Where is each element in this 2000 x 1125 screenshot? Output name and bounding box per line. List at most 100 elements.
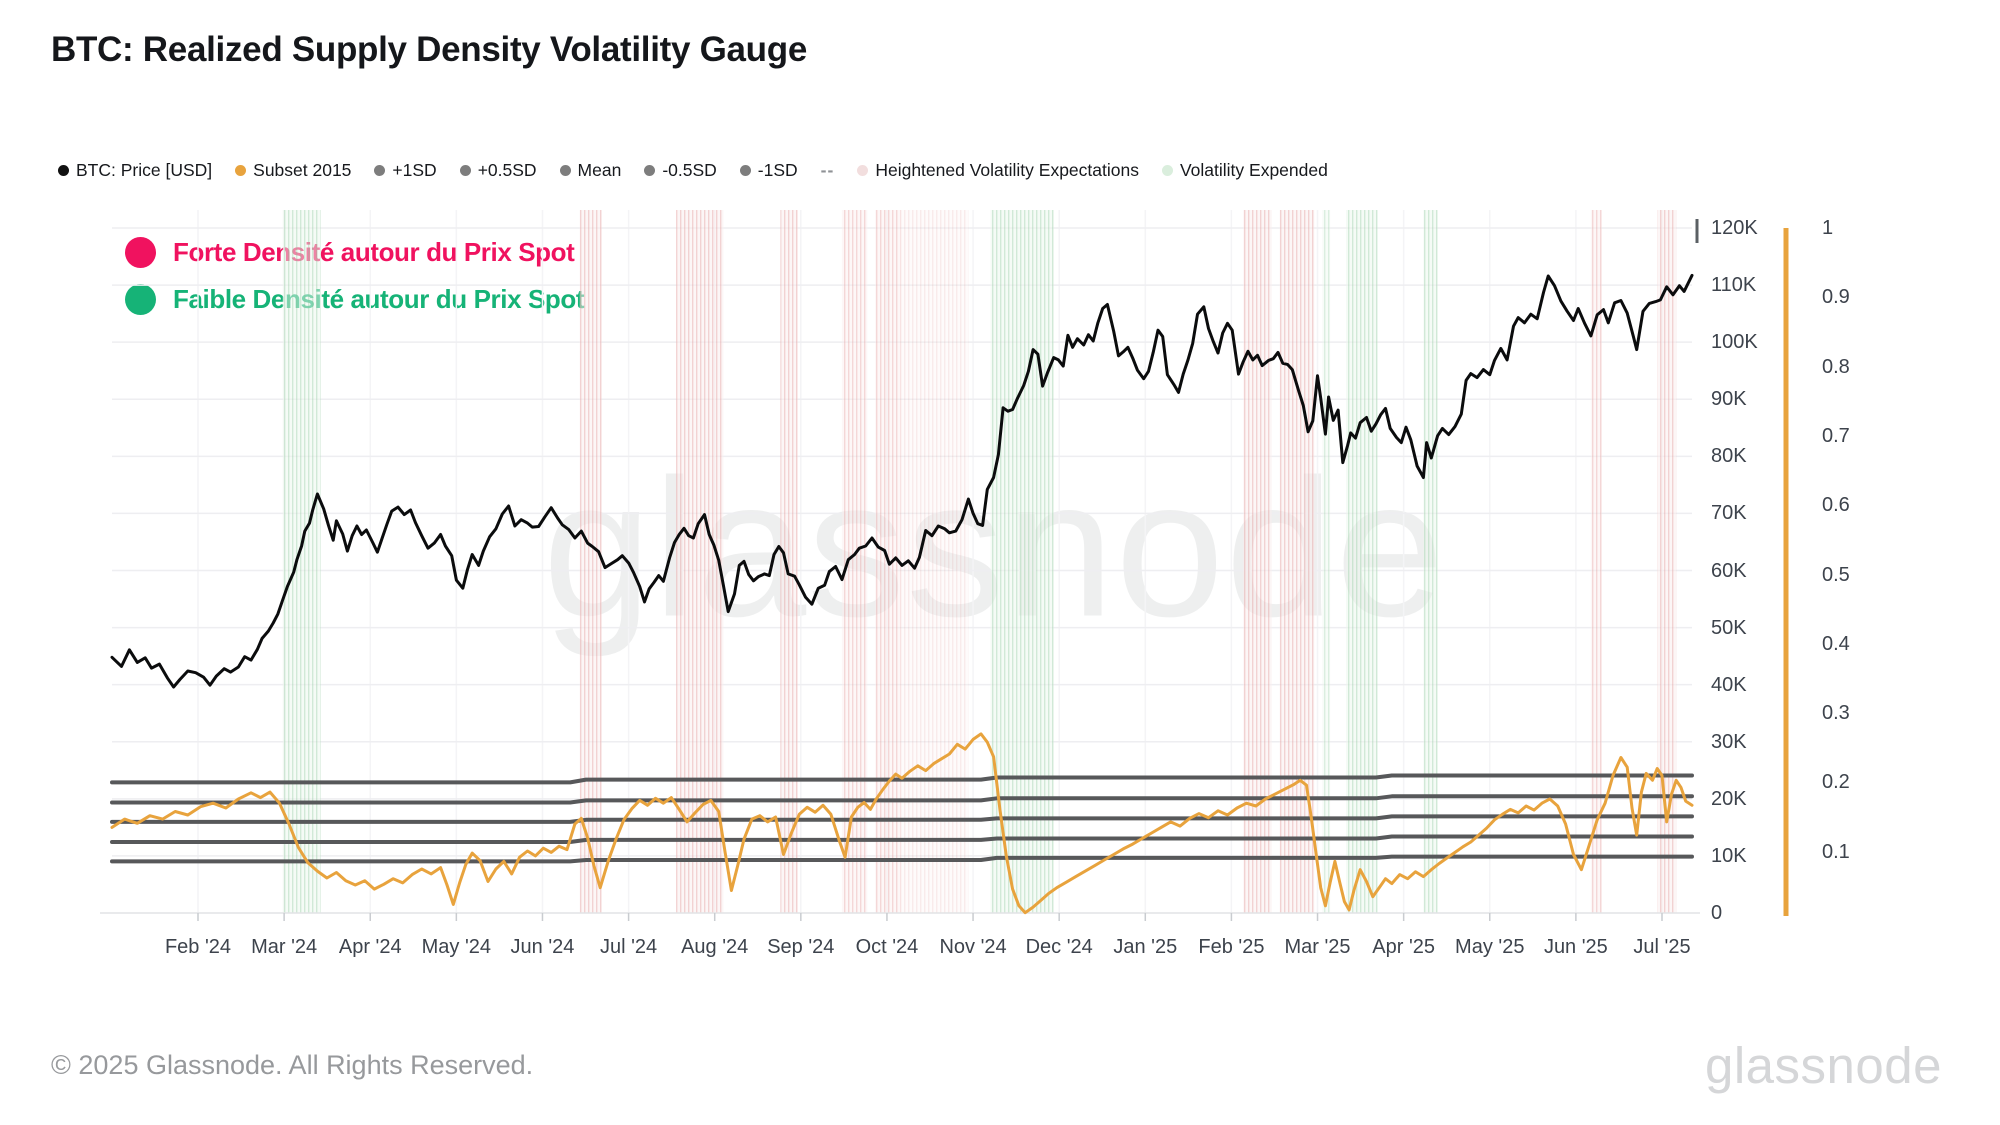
gauge-axis-label: 0.9 [1822,286,1850,309]
legend-dot-icon [58,165,69,176]
x-axis-label: Apr '25 [1372,936,1436,958]
legend-item-label: -1SD [757,160,798,180]
price-axis-label: 50K [1711,616,1747,639]
band-volatility-expended [1345,210,1378,913]
legend-item-label: Mean [577,160,622,180]
legend-dot-icon [1161,165,1173,176]
legend-item-label: Heightened Volatility Expectations [875,160,1139,180]
band-heightened-volatility [900,210,969,913]
x-axis-label: Feb '25 [1198,936,1265,958]
price-axis-label: 80K [1711,445,1747,468]
band-heightened-volatility [1243,210,1272,913]
series-subset-2015[interactable] [110,732,1694,915]
gauge-axis-label: 0.4 [1822,632,1850,655]
copyright-text: © 2025 Glassnode. All Rights Reserved. [51,1050,534,1080]
x-axis-label: Oct '24 [855,936,919,958]
band-volatility-expended [1322,210,1331,913]
legend-item-dash-series[interactable]: -- [821,160,835,181]
price-axis-label: 100K [1711,331,1758,354]
series-minus-05sd[interactable] [110,834,1694,844]
price-axis-label: 0 [1711,902,1723,924]
gauge-axis-label: 0.1 [1822,840,1850,863]
x-axis-label: Mar '25 [1284,936,1351,958]
annotation-label: Faible Densité autour du Prix Spot [173,284,585,314]
series-minus-1sd[interactable] [110,854,1694,864]
x-axis-label: Jul '24 [599,936,658,958]
legend-dot-icon [235,165,247,176]
price-axis-label: 120K [1711,217,1758,239]
page-title: BTC: Realized Supply Density Volatility … [51,30,807,69]
x-axis-label: Sep '24 [767,936,835,958]
x-axis-label: Jul '25 [1633,936,1691,958]
gauge-axis-label: 0.3 [1822,702,1850,725]
price-axis-label: 40K [1711,673,1747,696]
band-heightened-volatility [1657,210,1677,913]
series-btc-price[interactable] [110,273,1694,689]
gauge-axis-label: 0.8 [1822,355,1850,378]
legend-dot-icon [559,165,571,176]
legend-item-label: Volatility Expended [1179,160,1328,180]
x-axis-label: May '24 [421,936,492,958]
legend-dot-icon [857,165,869,176]
x-axis-label: May '25 [1455,936,1525,958]
legend-item-label: -0.5SD [662,160,717,180]
band-volatility-expended [282,210,321,913]
annotation-dot-icon [125,237,156,268]
gauge-axis-label: 0.6 [1822,494,1850,517]
gauge-axis-label: 0.7 [1822,424,1850,447]
series-mean[interactable] [110,814,1694,824]
price-axis-label: 30K [1711,730,1747,753]
legend-item-label: +1SD [392,160,437,180]
legend-item-btc-price[interactable]: BTC: Price [USD] [58,160,212,181]
x-axis-label: Mar '24 [251,936,318,958]
legend-item-label: BTC: Price [USD] [76,160,213,180]
glassnode-logo: glassnode [1704,1037,1942,1094]
annotation-faible-densite: Faible Densité autour du Prix Spot [125,284,585,315]
gauge-axis-label: 0.5 [1822,563,1850,586]
legend-item-minus-05sd[interactable]: -0.5SD [644,160,717,181]
chart-legend: BTC: Price [USD] Subset 2015 +1SD +0.5SD Mea… [58,160,1328,181]
annotation-dot-icon [125,284,156,315]
legend-dash-icon: -- [820,160,835,180]
x-axis-label: Jun '25 [1543,936,1608,958]
annotation-forte-densite: Forte Densité autour du Prix Spot [125,237,575,268]
legend-item-label: Subset 2015 [253,160,352,180]
legend-item-heightened-volatility-expectations[interactable]: Heightened Volatility Expectations [857,160,1139,181]
band-volatility-expended [1423,210,1438,913]
price-axis-label: 20K [1711,787,1747,810]
band-heightened-volatility [579,210,602,913]
x-axis-label: Feb '24 [164,936,232,958]
annotation-label: Forte Densité autour du Prix Spot [173,237,575,267]
legend-dot-icon [374,165,386,176]
band-volatility-expended [990,210,1054,913]
x-axis-label: Aug '24 [681,936,749,958]
price-axis-label: 60K [1711,559,1747,582]
legend-item-plus-1sd[interactable]: +1SD [374,160,437,181]
x-axis-label: Jun '24 [510,936,575,958]
legend-item-mean[interactable]: Mean [559,160,622,181]
x-axis-label: Jan '25 [1113,936,1178,958]
x-axis-label: Dec '24 [1025,936,1093,958]
band-heightened-volatility [780,210,798,913]
gauge-axis-label: 0.2 [1822,771,1850,794]
price-axis-label: 110K [1711,274,1757,297]
band-heightened-volatility [676,210,724,913]
price-axis-label: 90K [1711,388,1747,411]
series-plus-05sd[interactable] [110,794,1694,805]
x-axis-label: Apr '24 [338,936,402,958]
band-heightened-volatility [1590,210,1602,913]
legend-item-subset-2015[interactable]: Subset 2015 [235,160,351,181]
legend-item-label: +0.5SD [477,160,537,180]
price-axis-label: 70K [1711,502,1747,525]
legend-dot-icon [644,165,656,176]
price-axis-label: 10K [1711,844,1747,867]
legend-item-minus-1sd[interactable]: -1SD [739,160,798,181]
band-heightened-volatility [841,210,868,913]
legend-dot-icon [739,165,751,176]
legend-item-volatility-expended[interactable]: Volatility Expended [1161,160,1328,181]
legend-dot-icon [459,165,471,176]
series-plus-1sd[interactable] [110,773,1694,785]
legend-item-plus-05sd[interactable]: +0.5SD [459,160,537,181]
